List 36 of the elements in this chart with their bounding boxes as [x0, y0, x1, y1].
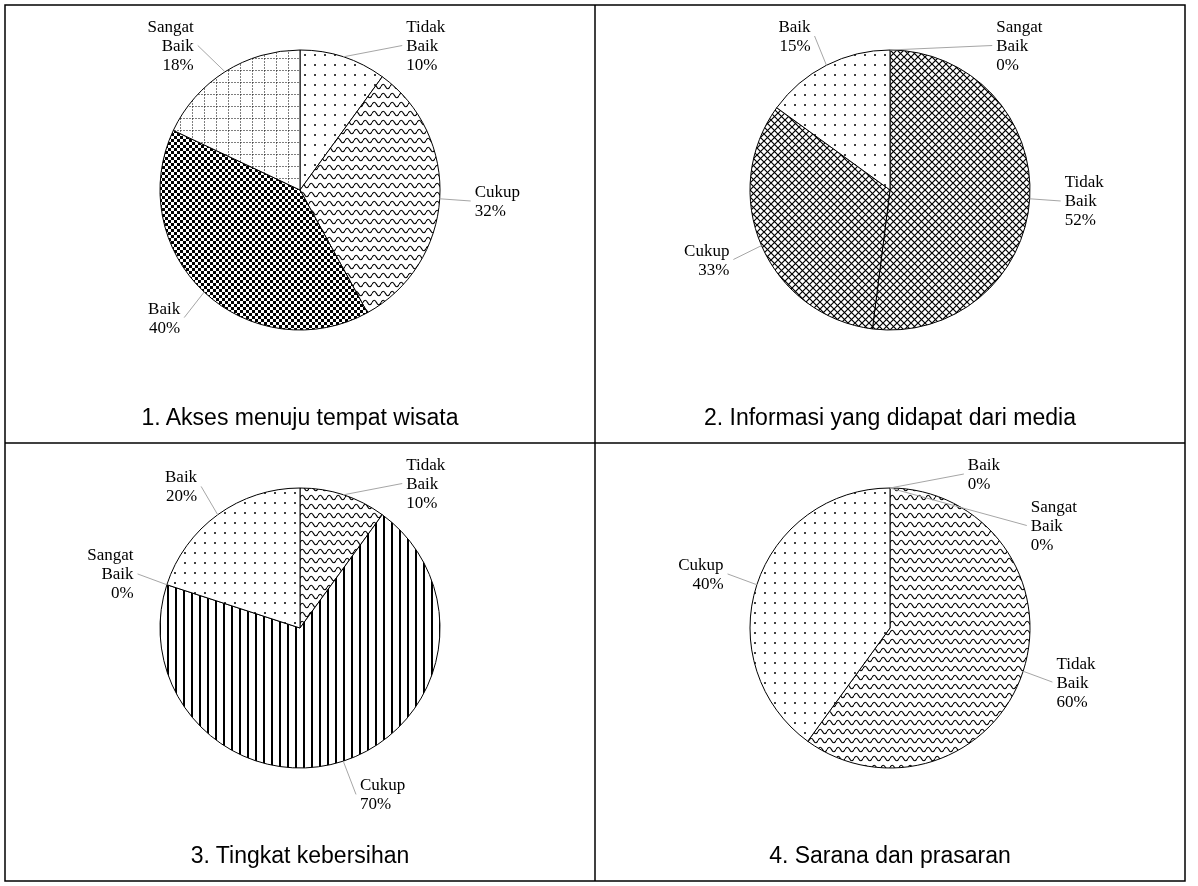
slice-label: Cukup [684, 240, 730, 260]
slice-label: Baik [165, 467, 198, 487]
slice-label: Tidak Baik [406, 455, 446, 493]
data-label: 18% [162, 55, 194, 74]
slice-label: Baik [148, 298, 181, 318]
data-label: 70% [360, 794, 392, 814]
slice-label: Cukup [474, 181, 520, 201]
slice-label: Cukup [360, 775, 406, 795]
text: 3. Tingkat kebersihan [190, 842, 410, 868]
data-label: 20% [165, 486, 198, 506]
text: 0% [996, 55, 1019, 74]
text: 1. Akses menuju tempat wisata [141, 404, 459, 430]
text: 0% [967, 474, 991, 493]
data-label: 10% [406, 493, 438, 512]
category-label: Sangat Baik [1030, 497, 1078, 535]
data-label: 33% [698, 259, 730, 279]
slice-label: Tidak Baik [406, 17, 446, 55]
data-label: 15% [779, 36, 811, 55]
data-label: 40% [149, 317, 181, 337]
slice-label: Tidak Baik [1064, 172, 1105, 211]
slice-label: Baik [778, 17, 812, 36]
text: 0% [1030, 535, 1054, 554]
data-label: 10% [406, 55, 438, 74]
data-label: 52% [1064, 210, 1096, 230]
data-label: 32% [474, 200, 506, 220]
data-label: 60% [1056, 691, 1088, 711]
category-label: Sangat Baik [996, 17, 1043, 55]
text: 2. Informasi yang didapat dari media [703, 404, 1077, 430]
category-label: Sangat Baik [87, 545, 134, 584]
text: 4. Sarana dan prasaran [769, 842, 1011, 868]
text: 0% [110, 583, 134, 603]
slice-label: Sangat Baik [147, 17, 195, 55]
data-label: 40% [692, 573, 724, 593]
slice-label: Cukup [678, 554, 724, 574]
category-label: Baik [967, 455, 1000, 474]
slice-label: Tidak Baik [1056, 653, 1096, 692]
